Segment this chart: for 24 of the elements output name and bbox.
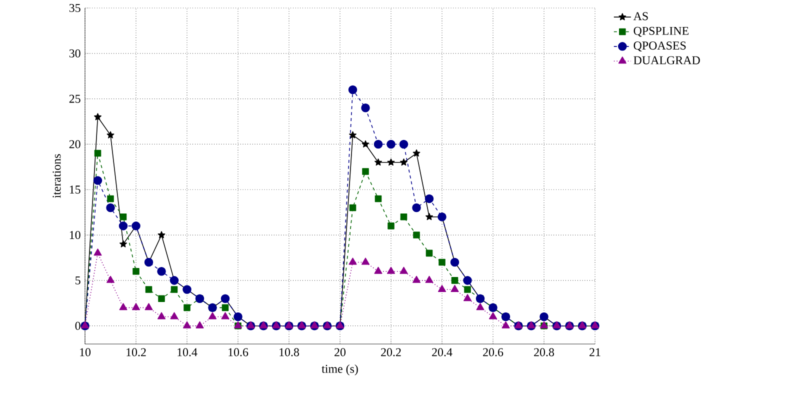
- legend-label: AS: [633, 12, 648, 20]
- x-tick-label: 10.4: [178, 348, 198, 356]
- y-tick-label: 20: [69, 140, 80, 148]
- y-tick-label: 0: [75, 322, 80, 330]
- y-tick-label: 25: [69, 94, 80, 103]
- legend-label: QPSPLINE: [634, 26, 688, 37]
- x-tick-label: 20.6: [483, 348, 504, 356]
- y-tick-label: 35: [69, 4, 80, 12]
- x-tick-label: 20: [334, 348, 346, 356]
- x-tick-label: 10.6: [228, 348, 248, 356]
- x-tick-label: 10.8: [280, 348, 300, 356]
- x-tick-label: 20.8: [534, 348, 554, 356]
- y-tick-label: 10: [70, 230, 80, 240]
- x-axis-title: time (s): [322, 364, 358, 376]
- legend-label: QPOASES: [634, 42, 686, 52]
- y-axis-title: iterations: [52, 154, 61, 198]
- x-tick-label: 20.2: [381, 348, 401, 356]
- y-tick-label: 30: [69, 49, 80, 58]
- x-tick-label: 10.2: [126, 348, 146, 356]
- x-tick-label: 20.4: [432, 348, 452, 356]
- legend-label: DUALGRAD: [634, 56, 700, 64]
- y-tick-label: 5: [76, 276, 80, 284]
- x-tick-label: 21: [590, 348, 600, 356]
- y-tick-label: 15: [70, 186, 80, 194]
